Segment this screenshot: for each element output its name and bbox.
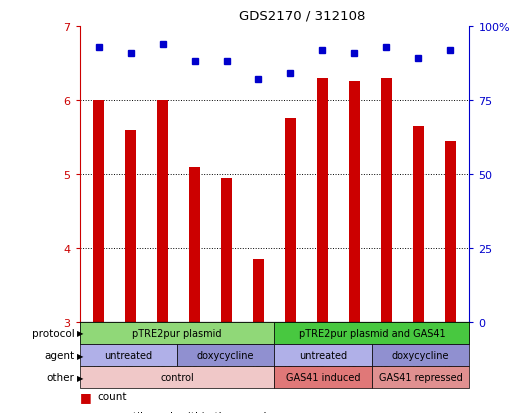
- Bar: [125, 130, 136, 322]
- Bar: [412, 126, 424, 322]
- Text: doxycycline: doxycycline: [197, 350, 254, 360]
- Text: GAS41 repressed: GAS41 repressed: [379, 372, 463, 382]
- Text: GAS41 induced: GAS41 induced: [286, 372, 361, 382]
- Text: untreated: untreated: [104, 350, 152, 360]
- Text: other: other: [47, 372, 74, 382]
- Text: agent: agent: [44, 350, 74, 360]
- Bar: [349, 82, 360, 322]
- Text: control: control: [160, 372, 194, 382]
- Text: ▶: ▶: [77, 373, 84, 382]
- Bar: [157, 101, 168, 322]
- Text: pTRE2pur plasmid: pTRE2pur plasmid: [132, 328, 222, 338]
- Text: percentile rank within the sample: percentile rank within the sample: [97, 411, 273, 413]
- Text: doxycycline: doxycycline: [392, 350, 449, 360]
- Bar: [253, 259, 264, 322]
- Text: pTRE2pur plasmid and GAS41: pTRE2pur plasmid and GAS41: [299, 328, 445, 338]
- Text: GDS2170 / 312108: GDS2170 / 312108: [239, 10, 365, 23]
- Bar: [445, 141, 456, 322]
- Text: untreated: untreated: [299, 350, 347, 360]
- Bar: [285, 119, 296, 322]
- Bar: [381, 78, 392, 322]
- Text: ▶: ▶: [77, 351, 84, 360]
- Bar: [317, 78, 328, 322]
- Bar: [189, 167, 200, 322]
- Bar: [221, 178, 232, 322]
- Text: ▶: ▶: [77, 329, 84, 338]
- Text: ■: ■: [80, 410, 91, 413]
- Text: count: count: [97, 392, 127, 401]
- Text: protocol: protocol: [32, 328, 74, 338]
- Bar: [93, 101, 104, 322]
- Text: ■: ■: [80, 390, 91, 403]
